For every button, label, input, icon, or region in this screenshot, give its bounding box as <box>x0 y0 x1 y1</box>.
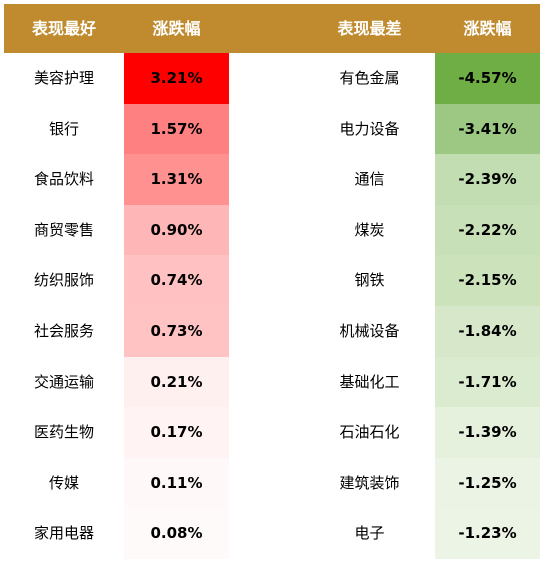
table-row: 社会服务 0.73% 机械设备 -1.84% <box>4 305 540 357</box>
table-header: 表现最好 涨跌幅 表现最差 涨跌幅 <box>4 4 540 53</box>
worst-sector-name: 煤炭 <box>354 220 385 239</box>
best-header: 表现最好 <box>31 19 96 38</box>
worst-sector-change: -1.84% <box>435 305 540 357</box>
best-sector-change: 0.73% <box>124 305 229 357</box>
table-row: 美容护理 3.21% 有色金属 -4.57% <box>4 53 540 104</box>
worst-sector-name: 电子 <box>354 524 385 543</box>
worst-sector-change: -3.41% <box>435 103 540 155</box>
best-sector-change: 0.21% <box>124 356 229 408</box>
best-sector-change: 0.11% <box>124 457 229 509</box>
best-sector-change: 1.31% <box>124 154 229 205</box>
worst-sector-change: -2.39% <box>435 154 540 205</box>
worst-sector-change: -1.25% <box>435 457 540 509</box>
best-sector-name: 食品饮料 <box>33 170 94 189</box>
worst-sector-change: -2.15% <box>435 255 540 306</box>
best-sector-name: 交通运输 <box>33 372 94 391</box>
table-row: 纺织服饰 0.74% 钢铁 -2.15% <box>4 255 540 306</box>
best-sector-change: 0.74% <box>124 255 229 306</box>
best-sector-change: 0.90% <box>124 204 229 256</box>
worst-sector-change: -1.39% <box>435 407 540 458</box>
best-sector-name: 美容护理 <box>33 69 94 87</box>
best-sector-change: 1.57% <box>124 103 229 155</box>
worst-sector-name: 有色金属 <box>339 69 400 87</box>
best-sector-name: 传媒 <box>48 473 79 492</box>
best-sector-name: 医药生物 <box>33 423 94 442</box>
best-sector-name: 社会服务 <box>33 321 94 340</box>
worst-header: 表现最差 <box>337 19 402 38</box>
worst-sector-name: 电力设备 <box>339 119 400 138</box>
worst-sector-change: -2.22% <box>435 204 540 256</box>
industry-performance-table: 表现最好 涨跌幅 表现最差 涨跌幅 美容护理 3.21% 有色金属 -4.57% 银行 1… <box>4 4 540 559</box>
table-row: 商贸零售 0.90% 煤炭 -2.22% <box>4 204 540 256</box>
worst-sector-name: 基础化工 <box>339 372 400 391</box>
best-sector-change: 0.08% <box>124 508 229 559</box>
best-sector-name: 商贸零售 <box>33 220 94 239</box>
table-row: 交通运输 0.21% 基础化工 -1.71% <box>4 356 540 408</box>
best-sector-change: 3.21% <box>124 53 229 104</box>
best-sector-change: 0.17% <box>124 407 229 458</box>
best-sector-name: 家用电器 <box>33 524 94 543</box>
table-row: 传媒 0.11% 建筑装饰 -1.25% <box>4 457 540 509</box>
table-body: 美容护理 3.21% 有色金属 -4.57% 银行 1.57% 电力设备 -3.41% 食品饮料… <box>4 53 540 559</box>
table-row: 家用电器 0.08% 电子 -1.23% <box>4 508 540 559</box>
worst-sector-change: -1.23% <box>435 508 540 559</box>
worst-sector-name: 通信 <box>354 170 385 189</box>
worst-sector-change: -4.57% <box>435 53 540 104</box>
table-row: 医药生物 0.17% 石油石化 -1.39% <box>4 407 540 458</box>
best-sector-name: 银行 <box>48 119 79 138</box>
best-sector-name: 纺织服饰 <box>33 271 94 290</box>
table-row: 食品饮料 1.31% 通信 -2.39% <box>4 154 540 205</box>
worst-change-header: 涨跌幅 <box>463 19 512 38</box>
worst-sector-name: 石油石化 <box>339 423 400 442</box>
worst-sector-name: 建筑装饰 <box>339 473 400 492</box>
best-change-header: 涨跌幅 <box>152 19 201 38</box>
worst-sector-name: 钢铁 <box>354 271 385 290</box>
table-row: 银行 1.57% 电力设备 -3.41% <box>4 103 540 155</box>
worst-sector-change: -1.71% <box>435 356 540 408</box>
worst-sector-name: 机械设备 <box>339 321 400 340</box>
